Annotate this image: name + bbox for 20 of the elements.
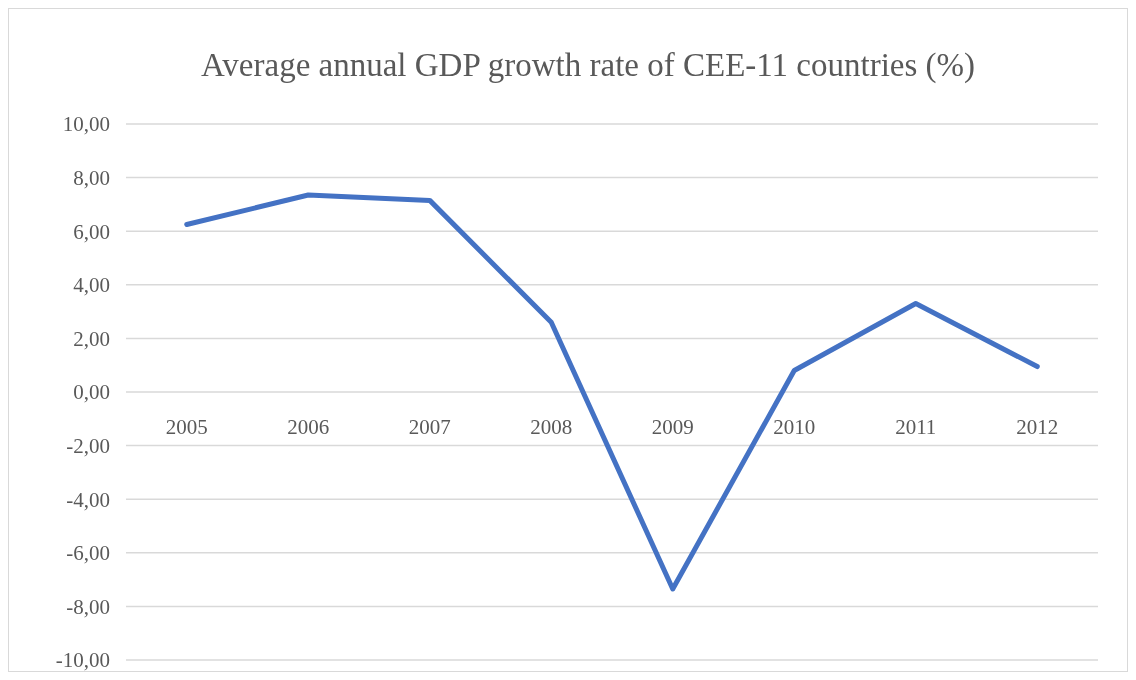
- x-tick-label: 2007: [408, 415, 451, 439]
- y-tick-label: -6,00: [66, 541, 110, 566]
- x-tick-label: 2005: [165, 415, 208, 439]
- y-tick-label: 6,00: [73, 219, 110, 244]
- y-tick-label: 0,00: [73, 380, 110, 405]
- x-tick-label: 2012: [1016, 415, 1059, 439]
- x-tick-label: 2006: [287, 415, 330, 439]
- y-tick-label: -4,00: [66, 487, 110, 512]
- x-tick-label: 2011: [895, 415, 937, 439]
- x-tick-label: 2008: [530, 415, 573, 439]
- chart-title: Average annual GDP growth rate of CEE-11 countries (%): [200, 47, 976, 84]
- y-tick-label: -10,00: [55, 648, 110, 673]
- y-tick-label: 2,00: [73, 326, 110, 351]
- y-tick-label: 8,00: [73, 165, 110, 190]
- x-tick-label: 2009: [651, 415, 694, 439]
- y-tick-label: 10,00: [62, 112, 110, 137]
- y-tick-label: -8,00: [66, 594, 110, 619]
- y-tick-label: -2,00: [66, 433, 110, 458]
- x-tick-label: 2010: [773, 415, 816, 439]
- y-tick-label: 4,00: [73, 273, 110, 298]
